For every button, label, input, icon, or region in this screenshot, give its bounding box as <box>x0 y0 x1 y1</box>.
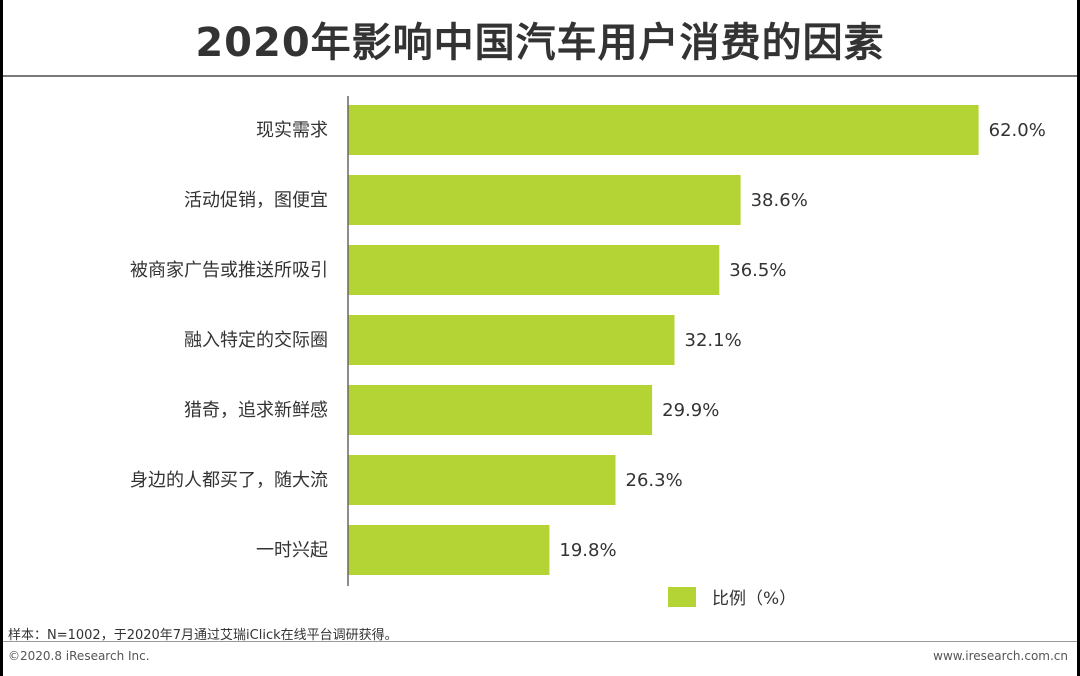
category-label: 被商家广告或推送所吸引 <box>130 260 328 281</box>
copyright-text: ©2020.8 iResearch Inc. <box>8 649 150 663</box>
bar-5 <box>348 385 653 435</box>
bar-1 <box>348 105 979 155</box>
value-label: 38.6% <box>751 190 808 211</box>
bar-3 <box>348 245 720 295</box>
bars-layer: 现实需求 62.0% 活动促销，图便宜 38.6% 被商家广告或推送所吸引 36.5% 融入… <box>130 105 1046 575</box>
category-label: 猎奇，追求新鲜感 <box>184 400 328 421</box>
chart-title: 2020年影响中国汽车用户消费的因素 <box>195 20 885 66</box>
category-label: 身边的人都买了，随大流 <box>130 470 328 491</box>
category-label: 现实需求 <box>256 120 328 141</box>
sample-footnote: 样本：N=1002，于2020年7月通过艾瑞iClick在线平台调研获得。 <box>8 628 398 643</box>
bar-7 <box>348 525 550 575</box>
category-label: 融入特定的交际圈 <box>184 330 328 351</box>
website-url: www.iresearch.com.cn <box>933 649 1068 663</box>
bar-6 <box>348 455 616 505</box>
bar-4 <box>348 315 675 365</box>
value-label: 26.3% <box>626 470 683 491</box>
left-frame-edge <box>0 0 3 676</box>
title-divider <box>3 75 1077 77</box>
right-frame-edge <box>1077 0 1080 676</box>
legend: 比例（%） <box>668 584 796 609</box>
value-label: 29.9% <box>662 400 719 421</box>
value-label: 62.0% <box>989 120 1046 141</box>
legend-swatch <box>668 586 696 607</box>
value-label: 19.8% <box>559 540 616 561</box>
value-label: 32.1% <box>685 330 742 351</box>
footer-divider <box>3 641 1077 642</box>
value-label: 36.5% <box>729 260 786 281</box>
legend-label: 比例（%） <box>712 589 797 609</box>
category-label: 一时兴起 <box>256 540 328 561</box>
bar-2 <box>348 175 741 225</box>
category-label: 活动促销，图便宜 <box>184 190 328 211</box>
